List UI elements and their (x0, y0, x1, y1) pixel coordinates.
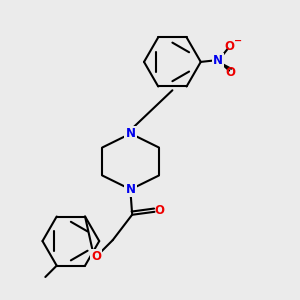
Text: N: N (126, 183, 136, 196)
Text: −: − (234, 36, 242, 46)
Text: N: N (213, 54, 223, 67)
Text: O: O (91, 250, 101, 263)
Text: O: O (224, 40, 234, 52)
Text: N: N (126, 127, 136, 140)
Text: O: O (154, 204, 164, 217)
Text: O: O (226, 66, 236, 79)
